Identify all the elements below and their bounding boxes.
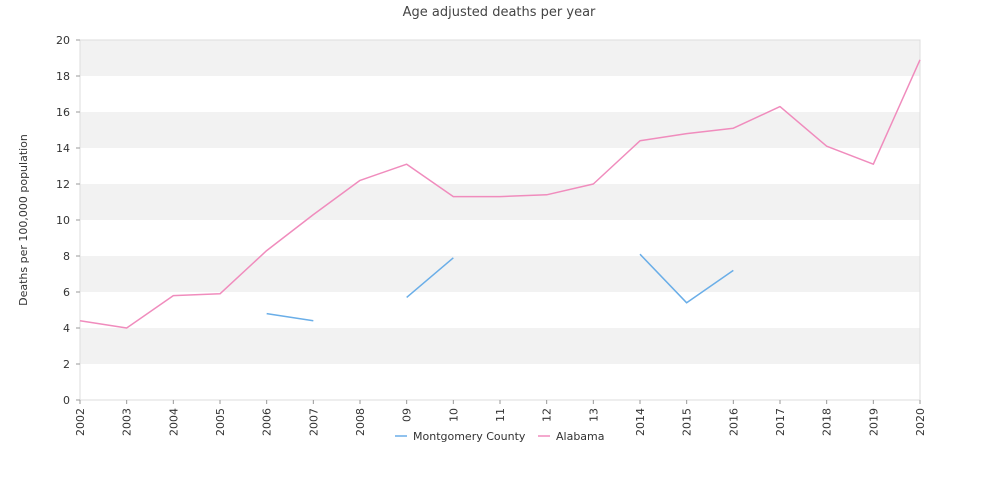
series-line-segment [406, 257, 454, 298]
x-tick-label: 10 [447, 408, 460, 422]
x-tick-label: 13 [587, 408, 600, 422]
y-axis-ticks: 0 2 4 6 8 10 12 14 16 18 20 [56, 34, 80, 407]
grid-band [80, 76, 920, 112]
y-tick-label: 4 [63, 322, 70, 335]
x-axis-ticks: 2002 2003 2004 2005 2006 2007 2008 09 10 11 12 13 20… [74, 400, 927, 436]
series-montgomery-county [266, 253, 734, 322]
grid-band [80, 148, 920, 184]
x-tick-label: 2014 [634, 408, 647, 436]
x-tick-label: 2002 [74, 408, 87, 436]
y-tick-label: 16 [56, 106, 70, 119]
x-tick-label: 2008 [354, 408, 367, 436]
grid-band [80, 256, 920, 292]
grid-band [80, 40, 920, 76]
x-tick-label: 2007 [307, 408, 320, 436]
y-tick-label: 14 [56, 142, 70, 155]
legend: Montgomery County Alabama [395, 430, 605, 443]
y-tick-label: 6 [63, 286, 70, 299]
series-line-segment [639, 253, 734, 304]
y-tick-label: 0 [63, 394, 70, 407]
y-tick-label: 2 [63, 358, 70, 371]
x-tick-label: 2018 [821, 408, 834, 436]
x-tick-label: 11 [494, 408, 507, 422]
x-tick-label: 2016 [727, 408, 740, 436]
x-tick-label: 2004 [167, 408, 180, 436]
x-tick-label: 12 [541, 408, 554, 422]
x-tick-label: 2020 [914, 408, 927, 436]
x-tick-label: 2003 [121, 408, 134, 436]
y-tick-label: 18 [56, 70, 70, 83]
y-tick-label: 20 [56, 34, 70, 47]
legend-label: Alabama [556, 430, 605, 443]
x-tick-label: 2017 [774, 408, 787, 436]
chart-title: Age adjusted deaths per year [403, 5, 596, 20]
y-tick-label: 12 [56, 178, 70, 191]
y-axis-label: Deaths per 100,000 population [17, 134, 30, 306]
grid-band [80, 364, 920, 400]
x-tick-label: 2005 [214, 408, 227, 436]
y-tick-label: 8 [63, 250, 70, 263]
grid-band [80, 220, 920, 256]
x-tick-label: 2006 [261, 408, 274, 436]
grid-band [80, 112, 920, 148]
grid-band [80, 328, 920, 364]
series-line-segment [266, 312, 314, 322]
grid-band [80, 184, 920, 220]
y-tick-label: 10 [56, 214, 70, 227]
grid-bands [79, 39, 921, 401]
series-line-segment [79, 59, 921, 329]
legend-label: Montgomery County [413, 430, 526, 443]
x-tick-label: 2019 [867, 408, 880, 436]
series-lines [79, 59, 921, 329]
x-tick-label: 2015 [681, 408, 694, 436]
series-alabama [79, 59, 921, 329]
grid-band [80, 292, 920, 328]
x-tick-label: 09 [401, 408, 414, 422]
